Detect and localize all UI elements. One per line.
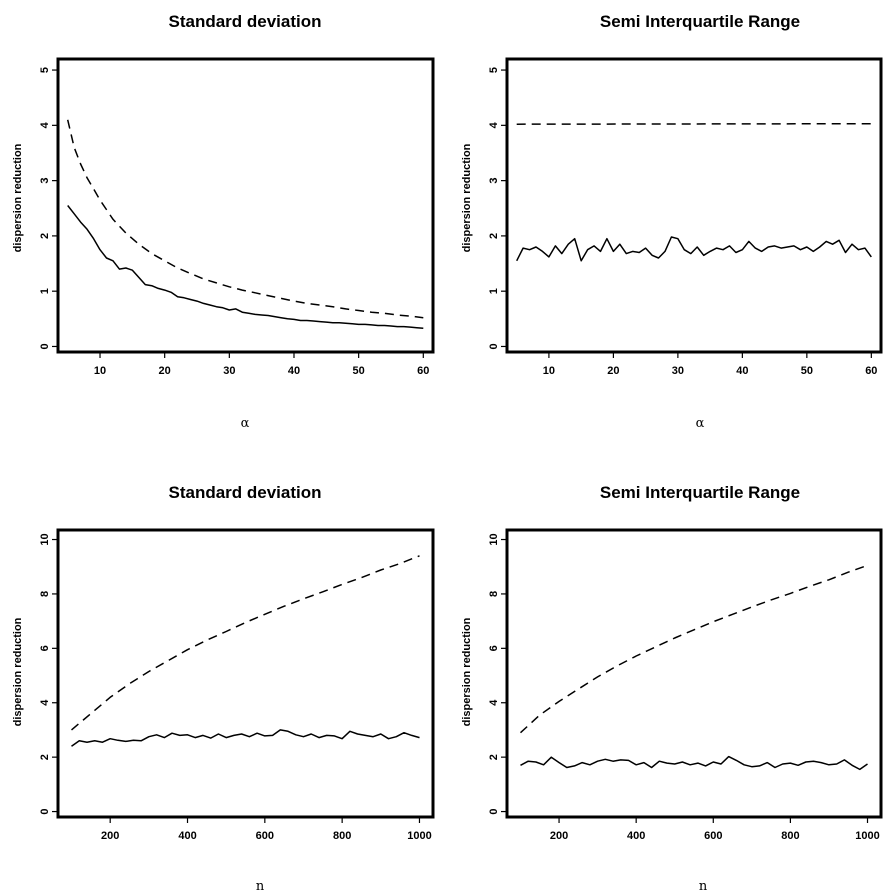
plot-frame <box>56 57 435 354</box>
panel-sd-n: Standard deviation dispersion reduction … <box>12 483 435 894</box>
dashed-series-line <box>66 119 424 319</box>
x-tick-label: 50 <box>801 365 813 377</box>
y-tick-label: 4 <box>488 121 500 128</box>
y-tick-label: 4 <box>39 699 51 706</box>
y-ticks: 0 2 4 6 8 10 <box>39 533 58 815</box>
y-ticks: 0 1 2 3 4 5 <box>39 67 58 350</box>
y-tick-label: 4 <box>488 699 500 706</box>
panel-siqr-alpha: Semi Interquartile Range dispersion redu… <box>461 12 883 431</box>
y-axis-label: dispersion reduction <box>461 143 473 252</box>
x-tick-label: 20 <box>607 365 619 377</box>
x-ticks: 200 400 600 800 1000 <box>101 817 432 842</box>
series-layer <box>71 555 420 747</box>
y-tick-label: 2 <box>488 233 500 239</box>
x-axis-label: α <box>696 416 705 431</box>
y-tick-label: 6 <box>488 645 500 651</box>
x-tick-label: 200 <box>101 830 119 842</box>
y-axis-label: dispersion reduction <box>461 617 473 726</box>
x-tick-label: 30 <box>672 365 684 377</box>
x-tick-label: 50 <box>353 365 365 377</box>
y-tick-label: 4 <box>39 121 51 128</box>
solid-series-line <box>520 755 868 771</box>
y-tick-label: 0 <box>39 808 51 814</box>
y-tick-label: 6 <box>39 645 51 651</box>
x-tick-label: 200 <box>550 830 568 842</box>
x-tick-label: 400 <box>178 830 196 842</box>
x-axis-label: α <box>241 416 250 431</box>
panel-title: Standard deviation <box>168 483 321 502</box>
y-ticks: 0 2 4 6 8 10 <box>488 533 507 815</box>
x-tick-label: 10 <box>543 365 555 377</box>
x-tick-label: 1000 <box>407 830 431 842</box>
y-ticks: 0 1 2 3 4 5 <box>488 67 507 350</box>
x-tick-label: 20 <box>159 365 171 377</box>
y-tick-label: 5 <box>39 67 51 73</box>
panel-title: Semi Interquartile Range <box>600 12 800 31</box>
x-axis-label: n <box>256 879 265 894</box>
y-tick-label: 0 <box>488 808 500 814</box>
series-layer <box>516 122 872 262</box>
y-tick-label: 2 <box>39 754 51 760</box>
y-tick-label: 0 <box>488 343 500 349</box>
x-tick-label: 10 <box>94 365 106 377</box>
plot-frame <box>505 528 883 819</box>
panel-title: Semi Interquartile Range <box>600 483 800 502</box>
y-tick-label: 8 <box>39 591 51 597</box>
y-tick-label: 8 <box>488 591 500 597</box>
x-ticks: 10 20 30 40 50 60 <box>543 352 877 377</box>
y-axis-label: dispersion reduction <box>12 617 24 726</box>
x-tick-label: 1000 <box>855 830 879 842</box>
y-tick-label: 0 <box>39 343 51 349</box>
solid-series-line <box>67 205 424 329</box>
y-tick-label: 2 <box>488 754 500 760</box>
y-tick-label: 3 <box>488 178 500 184</box>
x-ticks: 10 20 30 40 50 60 <box>94 352 429 377</box>
x-tick-label: 40 <box>736 365 748 377</box>
solid-series-line <box>516 236 872 262</box>
x-tick-label: 30 <box>223 365 235 377</box>
x-tick-label: 60 <box>417 365 429 377</box>
y-axis-label: dispersion reduction <box>12 143 24 252</box>
x-tick-label: 600 <box>704 830 722 842</box>
x-tick-label: 600 <box>256 830 274 842</box>
panel-sd-alpha: Standard deviation dispersion reduction … <box>12 12 435 431</box>
x-tick-label: 40 <box>288 365 300 377</box>
y-tick-label: 2 <box>39 233 51 239</box>
x-tick-label: 800 <box>333 830 351 842</box>
y-tick-label: 10 <box>39 533 51 545</box>
series-layer <box>66 119 424 329</box>
y-tick-label: 10 <box>488 533 500 545</box>
y-tick-label: 1 <box>488 288 500 294</box>
dashed-series-line <box>516 122 872 125</box>
x-axis-label: n <box>699 879 708 894</box>
x-tick-label: 60 <box>865 365 877 377</box>
series-layer <box>519 564 868 771</box>
x-tick-label: 800 <box>781 830 799 842</box>
plot-frame <box>56 528 435 819</box>
y-tick-label: 1 <box>39 288 51 294</box>
y-tick-label: 3 <box>39 178 51 184</box>
dashed-series-line <box>71 555 420 731</box>
plot-frame <box>505 57 883 354</box>
x-tick-label: 400 <box>627 830 645 842</box>
solid-series-line <box>71 729 420 747</box>
x-ticks: 200 400 600 800 1000 <box>550 817 880 842</box>
panel-siqr-n: Semi Interquartile Range dispersion redu… <box>461 483 883 894</box>
panel-title: Standard deviation <box>168 12 321 31</box>
y-tick-label: 5 <box>488 67 500 73</box>
dashed-series-line <box>519 564 868 734</box>
